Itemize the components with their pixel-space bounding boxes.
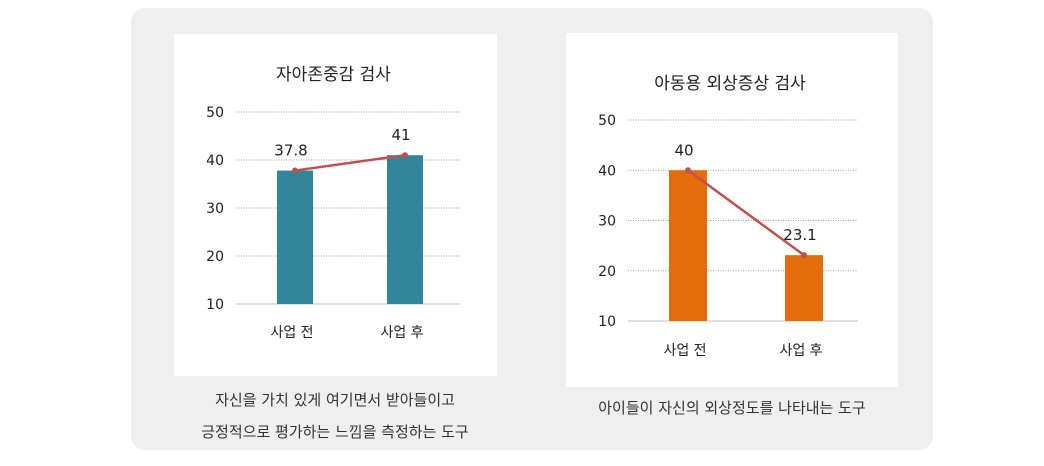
data-label: 37.8: [274, 142, 307, 160]
y-tick-label: 20: [598, 264, 616, 280]
y-tick-label: 30: [206, 201, 224, 217]
y-tick-label: 10: [598, 314, 616, 330]
caption-line-2: 긍정적으로 평가하는 느낌을 측정하는 도구: [201, 423, 469, 441]
y-tick-label: 40: [598, 163, 616, 179]
y-tick-label: 50: [598, 113, 616, 129]
bar: [785, 255, 823, 321]
chart-title: 아동용 외상증상 검사: [654, 74, 806, 94]
line-marker: [801, 252, 807, 259]
line-marker: [292, 167, 298, 174]
trauma-chart-card: 아동용 외상증상 검사 10 20 30 40 50 40 23.1 사업 전 사업 후: [566, 33, 898, 387]
x-category-label: 사업 전: [663, 343, 706, 359]
self-esteem-chart: 자아존중감 검사 10 20 30 40 50 37.8 41 사업 전 사업 후: [206, 65, 460, 341]
series-line: [687, 169, 805, 257]
y-tick-label: 50: [206, 105, 224, 121]
y-tick-label: 10: [206, 297, 224, 313]
bar: [669, 170, 707, 321]
y-tick-label: 30: [598, 214, 616, 230]
caption-line-1: 아이들이 자신의 외상정도를 나타내는 도구: [598, 399, 866, 417]
bar: [387, 155, 423, 304]
y-tick-label: 20: [206, 249, 224, 265]
trauma-caption: 아이들이 자신의 외상정도를 나타내는 도구: [540, 392, 924, 424]
data-label: 40: [674, 141, 693, 159]
data-label: 41: [391, 126, 410, 144]
x-category-label: 사업 전: [270, 325, 313, 341]
line-marker: [402, 152, 408, 159]
caption-line-1: 자신을 가치 있게 여기면서 받아들이고: [215, 391, 455, 409]
bar: [277, 170, 313, 304]
self-esteem-caption: 자신을 가치 있게 여기면서 받아들이고 긍정적으로 평가하는 느낌을 측정하는…: [160, 384, 510, 448]
line-marker: [685, 167, 691, 174]
x-category-label: 사업 후: [779, 343, 822, 359]
series-line: [294, 153, 406, 172]
x-category-label: 사업 후: [380, 325, 423, 341]
self-esteem-chart-card: 자아존중감 검사 10 20 30 40 50 37.8 41 사업 전 사업 후: [174, 34, 497, 376]
data-label: 23.1: [783, 226, 816, 244]
chart-title: 자아존중감 검사: [276, 65, 391, 85]
trauma-chart: 아동용 외상증상 검사 10 20 30 40 50 40 23.1 사업 전 사업 후: [598, 74, 858, 359]
y-tick-label: 40: [206, 153, 224, 169]
